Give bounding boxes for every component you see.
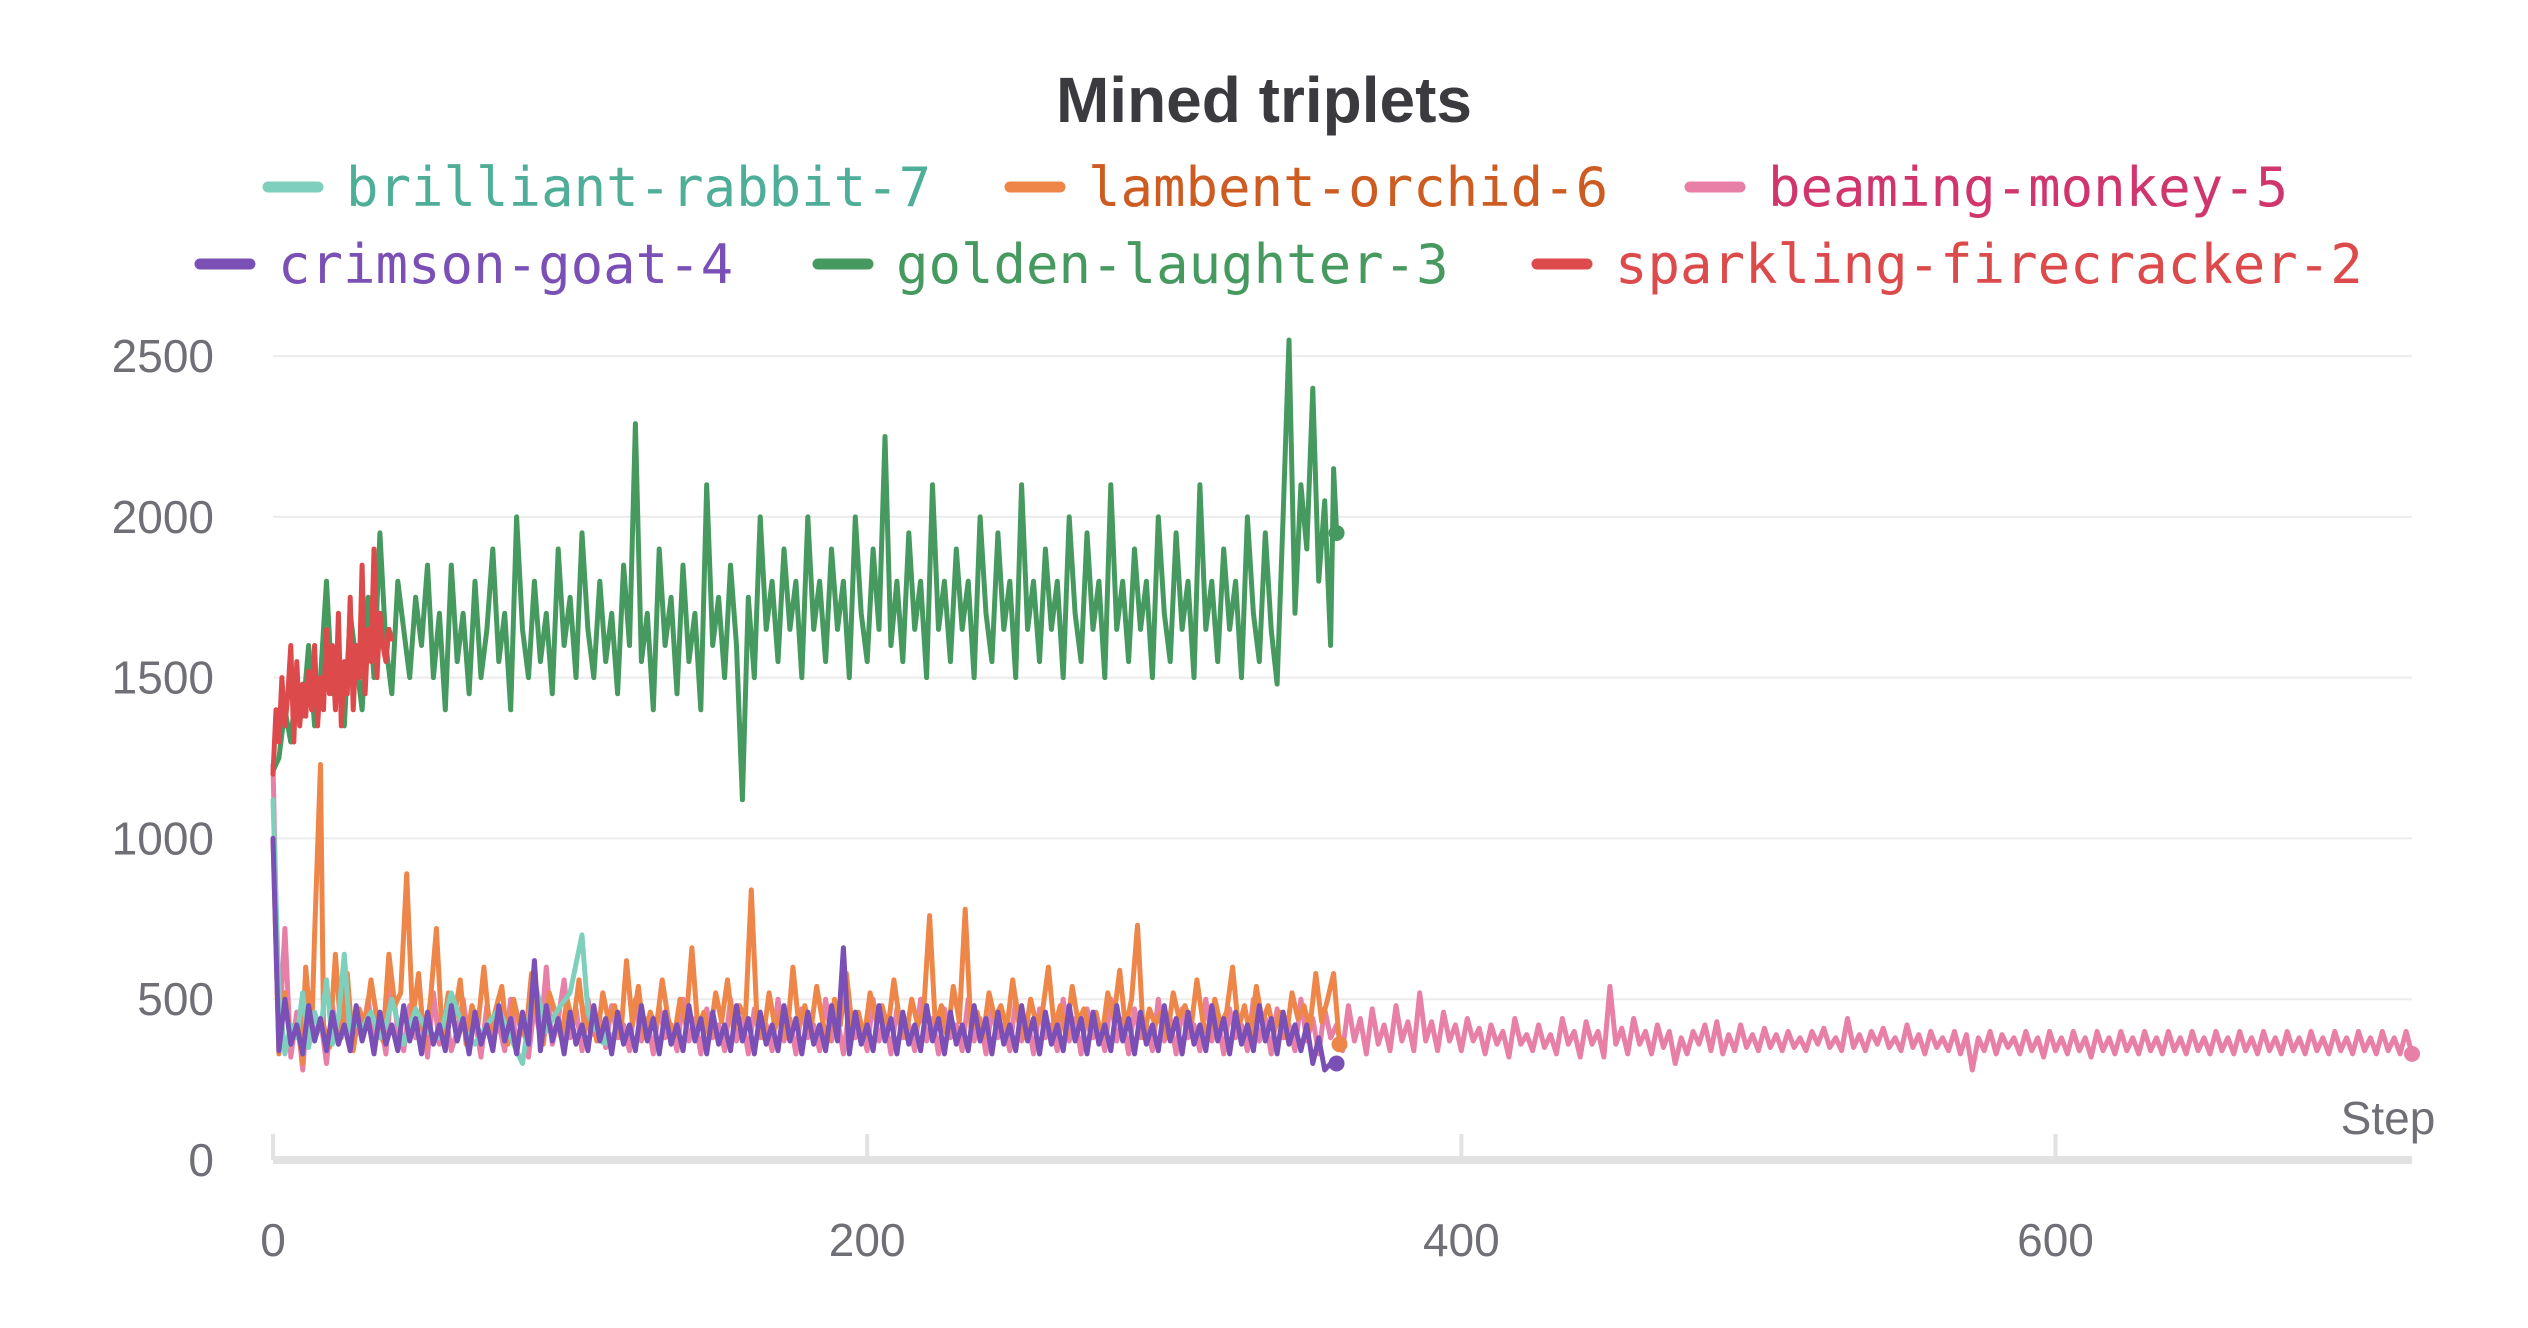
series-end-marker <box>1328 1055 1345 1072</box>
y-tick-label: 1000 <box>112 812 214 864</box>
legend-label: brilliant-rabbit-7 <box>346 156 931 219</box>
x-tick-label: 0 <box>260 1214 286 1266</box>
legend-label: lambent-orchid-6 <box>1088 156 1608 219</box>
series-end-marker <box>1328 524 1345 541</box>
x-tick-label: 200 <box>829 1214 906 1266</box>
legend-item: brilliant-rabbit-7 <box>262 156 931 219</box>
legend-item: beaming-monkey-5 <box>1684 156 2288 219</box>
x-tick-label: 600 <box>2017 1214 2094 1266</box>
legend-label: crimson-goat-4 <box>278 233 733 296</box>
y-axis: 0 500 1000 1500 2000 2500 <box>112 330 214 1186</box>
series-crimson-goat-4 <box>270 835 1345 1073</box>
series-sparkling-firecracker-2 <box>270 546 395 777</box>
series-line <box>270 546 395 777</box>
y-tick-label: 2000 <box>112 491 214 543</box>
y-tick-label: 500 <box>137 973 214 1025</box>
legend-item: sparkling-firecracker-2 <box>1531 233 2363 296</box>
series-line <box>270 797 609 1066</box>
x-axis: 0 200 400 600 <box>260 1134 2412 1266</box>
series-group <box>270 337 2420 1073</box>
series-golden-laughter-3 <box>270 337 1345 803</box>
y-tick-label: 1500 <box>112 652 214 704</box>
x-axis-label: Step <box>2341 1092 2436 1144</box>
legend-label: sparkling-firecracker-2 <box>1615 233 2363 296</box>
legend-label: beaming-monkey-5 <box>1768 156 2288 219</box>
legend-label: golden-laughter-3 <box>896 233 1449 296</box>
x-tick-label: 400 <box>1423 1214 1500 1266</box>
y-tick-label: 2500 <box>112 330 214 382</box>
legend: brilliant-rabbit-7 lambent-orchid-6 beamin… <box>194 156 2363 296</box>
chart-title: Mined triplets <box>1056 64 1472 136</box>
series-line <box>270 337 1340 803</box>
legend-item: golden-laughter-3 <box>812 233 1449 296</box>
series-line <box>270 835 1340 1073</box>
y-tick-label: 0 <box>188 1134 214 1186</box>
series-end-marker <box>1331 1036 1348 1053</box>
series-end-marker <box>2404 1045 2420 1062</box>
legend-item: lambent-orchid-6 <box>1004 156 1608 219</box>
legend-item: crimson-goat-4 <box>194 233 733 296</box>
